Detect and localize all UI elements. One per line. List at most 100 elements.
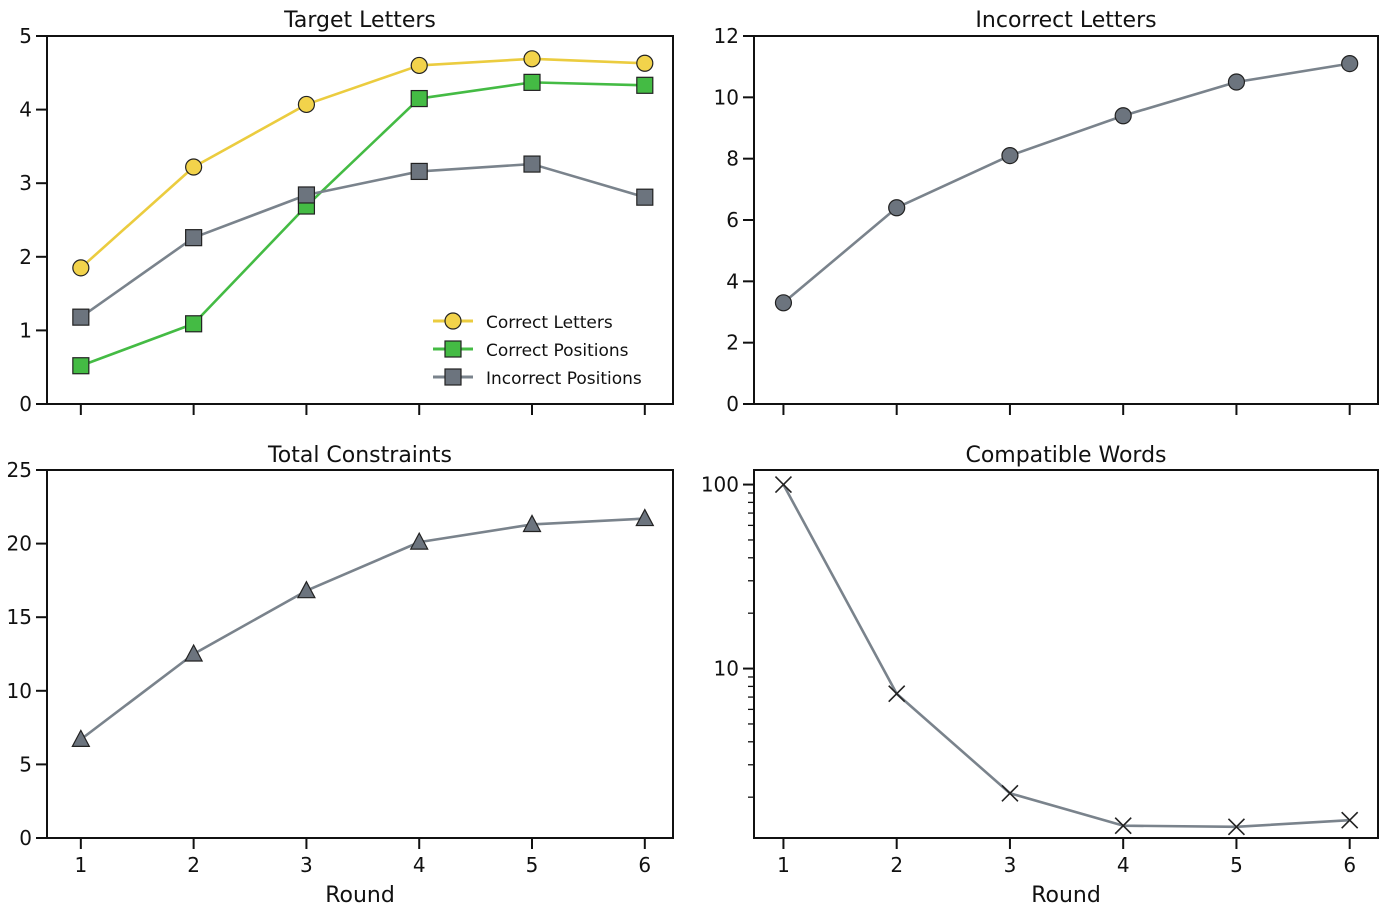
plot-frame [753,469,1379,839]
y-tick-label: 2 [726,331,739,355]
x-tick-label: 1 [777,853,790,877]
data-point-total-constraints [296,580,316,599]
data-point-correct-positions [523,73,541,91]
data-point-incorrect-positions [636,188,654,206]
x-axis-label: Round [325,883,395,908]
data-point-correct-positions [185,315,203,333]
y-tick-label: 20 [7,532,32,556]
legend-marker-correct-letters [444,312,462,330]
panel-target-letters: Target Letters 0 1 2 3 4 5 Correct Letters Co… [19,8,674,416]
y-tick-label: 15 [7,605,32,629]
x-axis-label: Round [1031,883,1101,908]
panel-title: Total Constraints [267,443,452,468]
data-point-correct-letters [636,54,654,72]
y-tick-label: 6 [726,208,739,232]
x-tick-label: 2 [890,853,903,877]
data-point-total-constraints [409,531,429,550]
y-tick-label: 5 [19,24,32,48]
data-point-compatible-words [1341,811,1359,829]
series-line-total-constraints [80,517,645,741]
data-point-compatible-words [888,685,906,703]
data-point-incorrect-positions [72,308,90,326]
data-point-correct-letters [72,259,90,277]
y-tick-label: 10 [714,657,739,681]
x-tick-label: 6 [1343,853,1356,877]
series-incorrect-letters [774,54,1359,312]
y-tick-label: 3 [19,171,32,195]
x-tick-label: 1 [74,853,87,877]
data-point-correct-letters [185,158,203,176]
series-line-compatible-words [782,483,1350,829]
data-point-total-constraints [635,508,655,527]
y-tick-label: 0 [726,392,739,416]
y-tick-label: 100 [701,473,739,497]
legend-label-incorrect-positions: Incorrect Positions [486,369,642,389]
y-tick-label: 1 [19,318,32,342]
y-tick-label: 4 [726,269,739,293]
panel-title: Target Letters [283,8,436,33]
data-point-compatible-words [774,476,793,494]
panel-incorrect-letters: Incorrect Letters 0 2 4 6 8 10 12 [714,8,1379,416]
y-tick-label: 2 [19,245,32,269]
data-point-incorrect-positions [410,162,428,181]
x-tick-label: 5 [1230,853,1243,877]
panel-title: Compatible Words [965,443,1166,468]
x-tick-label: 3 [300,853,313,877]
series-line-incorrect-letters [782,62,1350,304]
series-incorrect-positions [72,155,654,326]
data-point-correct-letters [297,95,316,114]
x-tick-label: 2 [187,853,200,877]
data-point-total-constraints [71,729,91,747]
data-point-compatible-words [1114,817,1132,835]
plot-frame [753,35,1379,405]
series-compatible-words [774,476,1359,836]
legend-marker-incorrect-positions [444,368,462,386]
y-tick-label: 0 [19,392,32,416]
series-line-incorrect-positions [80,162,646,319]
data-point-correct-positions [72,357,90,375]
data-point-incorrect-letters [1227,73,1246,91]
legend-label-correct-positions: Correct Positions [486,341,629,361]
x-tick-label: 3 [1004,853,1017,877]
legend: Correct Letters Correct Positions Incorr… [433,312,642,389]
x-tick-label: 4 [413,853,426,877]
x-tick-label: 6 [638,853,651,877]
y-tick-label: 0 [19,826,32,850]
data-point-incorrect-letters [1114,107,1132,125]
panel-total-constraints: Total Constraints 1 2 3 4 5 6 0 5 10 15 20 25 Round [7,443,674,908]
data-point-incorrect-positions [297,186,316,204]
data-point-correct-positions [410,89,428,108]
series-line-correct-letters [79,57,645,269]
data-point-incorrect-positions [185,229,203,247]
y-tick-label: 12 [714,24,739,48]
data-point-correct-letters [410,56,428,75]
panel-compatible-words: Compatible Words 1 2 3 4 5 6 10 100 Round [701,443,1379,908]
data-point-incorrect-letters [1341,54,1359,73]
data-point-compatible-words [1227,818,1246,836]
data-point-total-constraints [184,643,204,662]
plot-frame [46,469,674,839]
x-tick-label: 4 [1117,853,1130,877]
data-point-incorrect-letters [1001,147,1019,165]
data-point-correct-letters [523,50,541,68]
data-point-incorrect-positions [523,155,541,173]
data-point-incorrect-letters [774,294,793,312]
data-point-incorrect-letters [888,199,906,217]
y-tick-label: 8 [726,147,739,171]
y-tick-label: 5 [19,752,32,776]
plot-frame [46,35,674,405]
y-tick-label: 10 [7,679,32,703]
y-tick-label: 4 [19,98,32,122]
legend-label-correct-letters: Correct Letters [486,313,613,333]
data-point-total-constraints [522,514,542,533]
x-tick-label: 5 [526,853,539,877]
data-point-correct-positions [636,76,654,94]
data-point-compatible-words [1001,784,1019,802]
panel-title: Incorrect Letters [975,8,1156,33]
series-line-correct-positions [80,81,645,367]
y-tick-label: 10 [714,85,739,109]
y-tick-label: 25 [7,458,32,482]
legend-marker-correct-positions [444,340,462,358]
series-total-constraints [71,508,655,747]
